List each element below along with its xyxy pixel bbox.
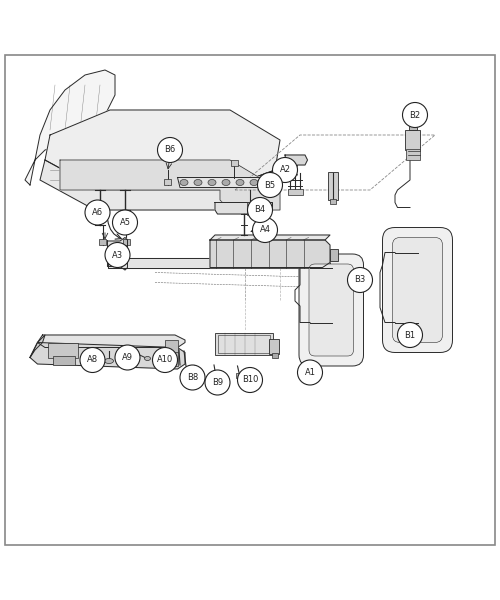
Circle shape	[112, 210, 138, 235]
Circle shape	[205, 370, 230, 395]
Ellipse shape	[104, 358, 114, 364]
FancyBboxPatch shape	[309, 264, 354, 356]
Polygon shape	[40, 160, 275, 210]
Bar	[52, 356, 75, 365]
Bar	[406, 149, 420, 160]
Bar	[122, 239, 130, 245]
Circle shape	[258, 173, 282, 197]
Bar	[330, 199, 336, 204]
Polygon shape	[38, 335, 185, 347]
Text: B10: B10	[242, 376, 258, 385]
Circle shape	[298, 360, 322, 385]
Bar	[269, 339, 279, 354]
Text: B5: B5	[264, 181, 276, 190]
Text: A2: A2	[280, 166, 290, 175]
Text: B8: B8	[187, 373, 198, 382]
Text: A5: A5	[120, 218, 130, 227]
Text: B4: B4	[254, 205, 266, 214]
Circle shape	[252, 217, 278, 242]
Circle shape	[80, 347, 105, 373]
Bar	[99, 239, 106, 245]
Circle shape	[402, 103, 427, 127]
Circle shape	[272, 157, 297, 182]
Ellipse shape	[222, 179, 230, 185]
Bar	[236, 373, 243, 378]
Text: B6: B6	[164, 145, 175, 154]
Polygon shape	[210, 235, 330, 240]
FancyBboxPatch shape	[382, 227, 452, 353]
Circle shape	[115, 345, 140, 370]
Bar	[165, 352, 177, 366]
Circle shape	[248, 197, 272, 223]
FancyBboxPatch shape	[392, 238, 442, 343]
Text: B3: B3	[354, 275, 366, 284]
Bar	[408, 123, 416, 130]
Polygon shape	[30, 335, 45, 358]
Text: A3: A3	[112, 251, 123, 259]
Text: A1: A1	[304, 368, 316, 377]
Text: A10: A10	[157, 355, 173, 364]
Circle shape	[238, 367, 262, 392]
Circle shape	[105, 242, 130, 268]
Bar	[330, 248, 338, 261]
Ellipse shape	[194, 179, 202, 185]
Bar	[190, 371, 198, 376]
Bar	[405, 130, 420, 150]
Polygon shape	[60, 160, 280, 210]
Bar	[272, 352, 278, 358]
Bar	[215, 332, 272, 355]
Text: A8: A8	[87, 355, 98, 364]
Text: B9: B9	[212, 378, 223, 387]
Bar	[212, 372, 219, 377]
Polygon shape	[25, 70, 115, 185]
Polygon shape	[285, 155, 308, 175]
Polygon shape	[210, 240, 330, 268]
Bar	[164, 179, 171, 185]
Ellipse shape	[236, 179, 244, 185]
Circle shape	[180, 365, 205, 390]
Text: A4: A4	[260, 226, 270, 235]
Circle shape	[398, 323, 422, 347]
Bar	[246, 202, 254, 208]
Text: B1: B1	[404, 331, 415, 340]
Circle shape	[158, 137, 182, 163]
Ellipse shape	[144, 356, 150, 361]
Text: A9: A9	[122, 353, 133, 362]
FancyBboxPatch shape	[299, 254, 364, 366]
Bar	[218, 335, 270, 352]
Ellipse shape	[250, 179, 258, 185]
Bar	[328, 173, 338, 200]
Polygon shape	[108, 238, 128, 270]
Ellipse shape	[208, 179, 216, 185]
Text: B2: B2	[410, 110, 420, 119]
Bar	[230, 160, 237, 166]
Circle shape	[348, 268, 372, 292]
Circle shape	[85, 200, 110, 225]
Bar	[48, 343, 78, 358]
Bar	[165, 340, 177, 352]
Polygon shape	[215, 202, 272, 214]
Circle shape	[152, 347, 178, 373]
Bar	[288, 189, 303, 195]
Text: A6: A6	[92, 208, 103, 217]
Polygon shape	[178, 178, 270, 187]
Ellipse shape	[180, 179, 188, 185]
Polygon shape	[45, 110, 280, 190]
Polygon shape	[108, 257, 330, 268]
Polygon shape	[30, 343, 185, 369]
Bar	[246, 208, 254, 215]
